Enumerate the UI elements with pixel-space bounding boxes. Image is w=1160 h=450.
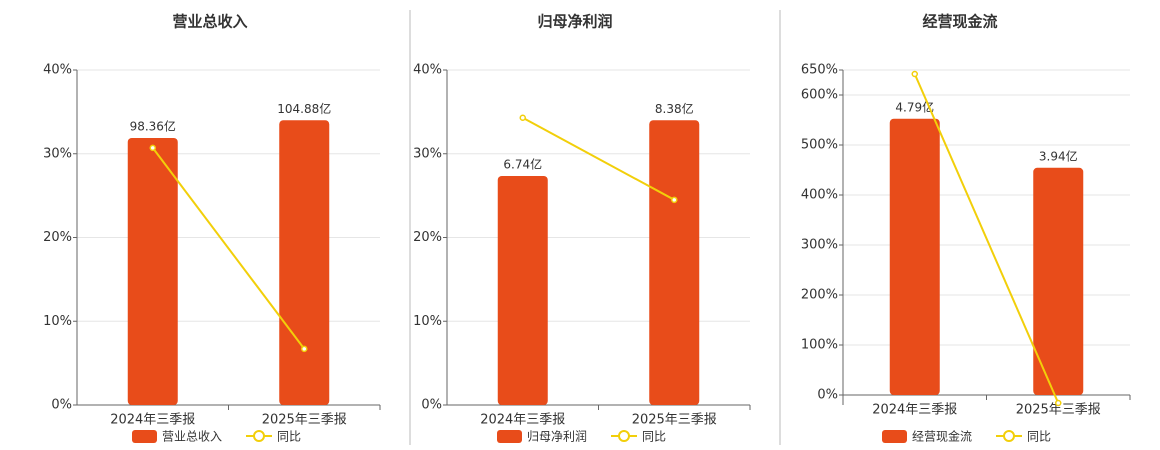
chart-title: 经营现金流 [922,13,997,31]
y-tick-label: 100% [801,338,838,353]
legend-label: 经营现金流 [912,429,972,444]
point [911,70,918,78]
data-label: 3.94亿 [1039,148,1078,163]
data-label: 8.38亿 [655,101,694,116]
line [522,116,675,201]
line [151,147,306,350]
legend-label: 归母净利润 [527,430,587,444]
y-tick-label: 0% [421,398,442,413]
bar [649,120,700,405]
y-tick-label: 40% [413,63,442,78]
bar [889,118,940,395]
line [913,73,1060,404]
x-tick-label: 2025年三季报 [1016,403,1101,418]
chart-title: 营业总收入 [172,13,247,31]
legend-swatch [497,430,522,443]
legend-swatch [882,430,907,443]
point [671,196,678,204]
x-tick-label: 2025年三季报 [632,413,717,428]
bar [497,175,548,405]
y-tick-label: 30% [413,146,442,161]
x-tick-label: 2024年三季报 [480,413,565,428]
y-tick-label: 0% [51,398,72,413]
y-tick-label: 650% [801,63,838,78]
point [519,114,526,121]
y-tick-label: 300% [801,238,838,253]
legend-marker [1003,430,1015,442]
y-tick-label: 500% [801,138,838,153]
x-tick-label: 2024年三季报 [110,413,195,428]
legend-marker [253,430,265,442]
legend-label: 营业总收入 [162,430,222,444]
y-tick-label: 40% [43,63,72,78]
y-tick-label: 30% [43,146,72,161]
y-tick-label: 600% [801,88,838,103]
data-label: 98.36亿 [130,118,176,133]
data-label: 4.79亿 [895,99,934,114]
data-label: 104.88亿 [277,101,331,116]
x-tick-label: 2025年三季报 [262,413,347,428]
legend-swatch [132,430,157,443]
point [149,144,156,152]
point [301,345,308,353]
bar [1033,167,1084,395]
chart-title: 归母净利润 [537,13,612,31]
point [1055,399,1062,407]
data-label: 6.74亿 [503,156,542,171]
legend-label: 同比 [277,430,301,444]
bar [279,120,330,405]
x-tick-label: 2024年三季报 [872,403,957,418]
legend-label: 同比 [1027,430,1051,444]
y-tick-label: 400% [801,188,838,203]
y-tick-label: 10% [43,314,72,329]
y-tick-label: 20% [43,230,72,245]
bar [127,137,178,405]
y-tick-label: 20% [413,230,442,245]
y-tick-label: 0% [817,388,838,403]
y-tick-label: 10% [413,314,442,329]
legend-marker [618,430,630,442]
legend-label: 同比 [642,430,666,444]
y-tick-label: 200% [801,288,838,303]
